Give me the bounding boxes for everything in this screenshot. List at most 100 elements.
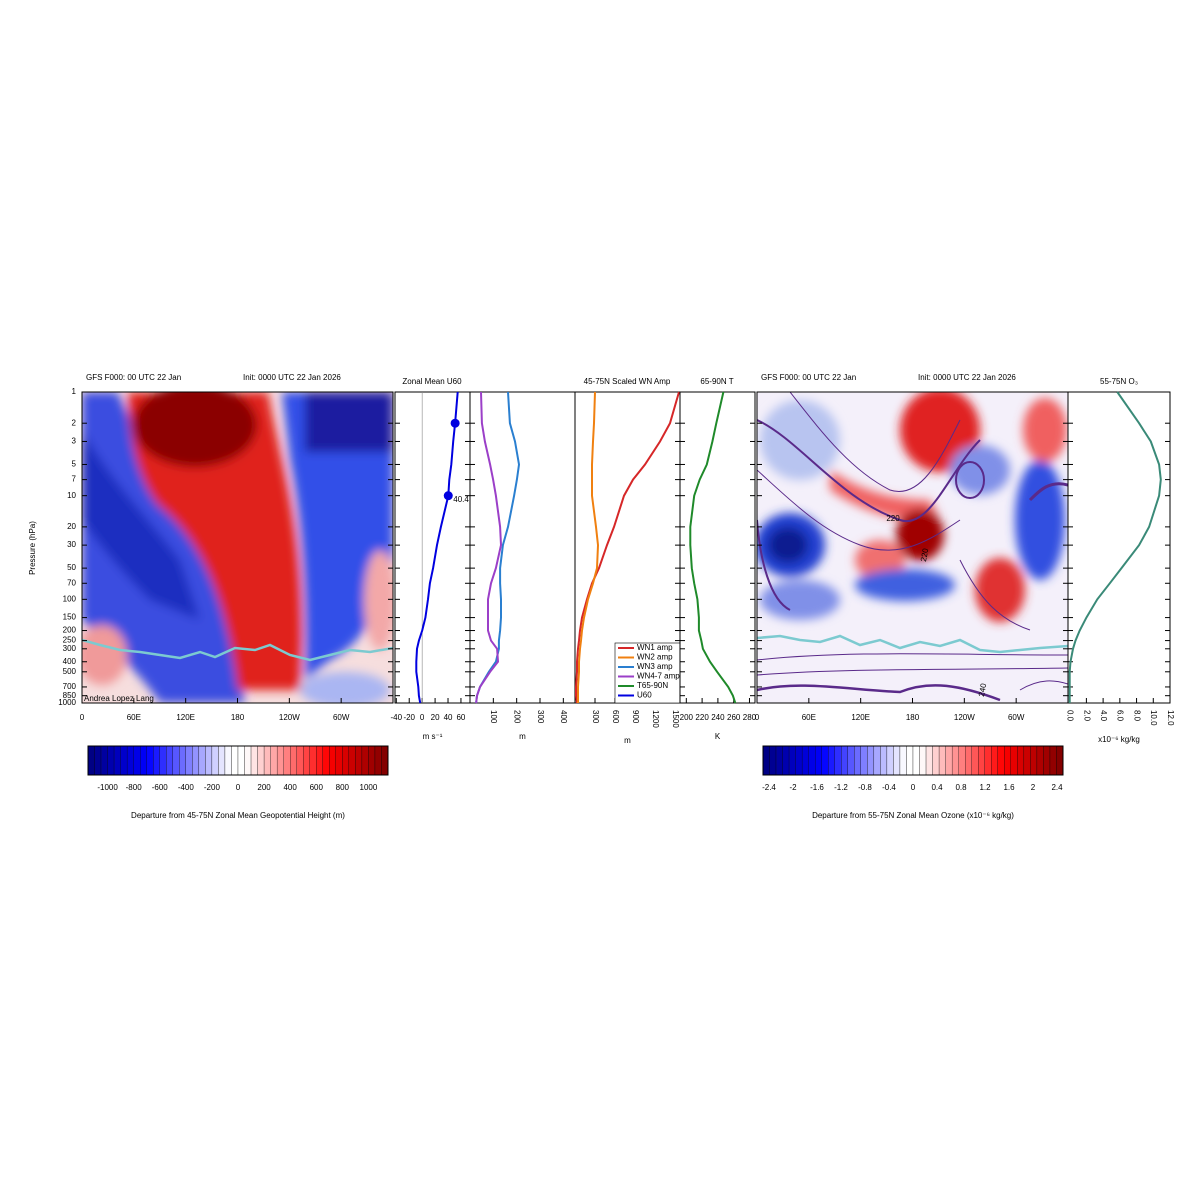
colorbar-tick-label: 0.8: [955, 783, 967, 792]
colorbar-box: [1049, 745, 1057, 776]
colorbar-box: [769, 745, 777, 776]
plot-frame: [394, 391, 471, 704]
legend-label: T65-90N: [637, 681, 668, 690]
x-tick-label: -20: [403, 713, 415, 722]
x-axis-label: m: [624, 736, 631, 745]
x-tick-label: 60E: [802, 713, 816, 722]
colorbar-box: [867, 745, 875, 776]
x-tick-label: 0: [80, 713, 85, 722]
colorbar-box: [348, 745, 356, 776]
contour-label: 220: [919, 547, 930, 562]
colorbar-box: [120, 745, 128, 776]
colorbar-box: [1017, 745, 1025, 776]
colorbar-box: [218, 745, 226, 776]
colorbar-box: [788, 745, 796, 776]
colorbar-box: [335, 745, 343, 776]
colorbar-box: [795, 745, 803, 776]
plots: GFS F000: 00 UTC 22 Jan Init: 0000 UTC 22…: [28, 373, 1175, 820]
colorbar-box: [172, 745, 180, 776]
height-field: [82, 392, 393, 703]
colorbar-box: [899, 745, 907, 776]
colorbar-box: [342, 745, 350, 776]
colorbar-box: [1043, 745, 1051, 776]
plot-title: 65-90N T: [700, 377, 733, 386]
colorbar-tick-label: 400: [283, 783, 297, 792]
x-tick-label: 120W: [954, 713, 975, 722]
colorbar-box: [211, 745, 219, 776]
series-line: [577, 391, 600, 703]
colorbar-box: [906, 745, 914, 776]
colorbar-box: [834, 745, 842, 776]
colorbar-box: [316, 745, 323, 776]
series-line: [475, 391, 503, 704]
colorbar-box: [841, 745, 848, 776]
legend-label: WN1 amp: [637, 643, 673, 652]
y-tick-label: 7: [72, 475, 77, 484]
colorbar-box: [237, 745, 245, 776]
colorbar-box: [224, 745, 232, 776]
x-tick-label: 200: [513, 710, 522, 724]
colorbar-box: [140, 745, 147, 776]
plot-title: 55-75N O₃: [1100, 377, 1138, 386]
colorbar-box: [951, 745, 959, 776]
colorbar-tick-label: -1000: [97, 783, 118, 792]
colorbar-box: [815, 745, 822, 776]
plot-title: GFS F000: 00 UTC 22 Jan: [86, 373, 181, 382]
legend-label: U60: [637, 691, 652, 700]
colorbar-frame: [87, 745, 389, 776]
y-tick-label: 100: [63, 594, 77, 603]
colorbar-tick-label: -200: [204, 783, 221, 792]
colorbar-box: [762, 745, 770, 776]
colorbar-box: [374, 745, 382, 776]
x-tick-label: 120E: [176, 713, 195, 722]
x-tick-label: 180: [231, 713, 245, 722]
series-line: [475, 391, 521, 704]
colorbar-box: [250, 745, 258, 776]
colorbar-tick-label: 0.4: [931, 783, 943, 792]
y-tick-label: 10: [67, 491, 76, 500]
colorbar-tick-label: -800: [126, 783, 143, 792]
legend-label: WN3 amp: [637, 662, 673, 671]
y-tick-label: 3: [72, 437, 77, 446]
colorbar-tick-label: -1.6: [810, 783, 824, 792]
colorbar-box: [847, 745, 855, 776]
colorbar-frame: [762, 745, 1064, 776]
colorbar-box: [381, 745, 389, 776]
y-tick-label: 1: [72, 387, 77, 396]
x-tick-label: 260: [727, 713, 741, 722]
x-axis-label: m s⁻¹: [423, 732, 443, 741]
colorbar-box: [283, 745, 291, 776]
colorbar-box: [978, 745, 985, 776]
colorbar-box: [1056, 745, 1064, 776]
colorbar-box: [775, 745, 783, 776]
x-tick-label: 200: [680, 713, 694, 722]
marker: [443, 491, 453, 501]
x-tick-label: 240: [711, 713, 725, 722]
colorbar-box: [185, 745, 193, 776]
colorbar-box: [270, 745, 278, 776]
x-tick-label: 600: [611, 710, 620, 724]
colorbar-tick-label: 200: [257, 783, 271, 792]
colorbar-box: [932, 745, 940, 776]
colorbar-tick-label: -1.2: [834, 783, 848, 792]
y-tick-label: 70: [67, 578, 76, 587]
plot-subtitle: Init: 0000 UTC 22 Jan 2026: [243, 373, 341, 382]
colorbar-box: [198, 745, 206, 776]
colorbar-box: [828, 745, 835, 776]
colorbar-box: [873, 745, 881, 776]
colorbar-box: [309, 745, 317, 776]
colorbar-box: [1010, 745, 1018, 776]
colorbar-box: [971, 745, 979, 776]
x-tick-label: 6.0: [1116, 710, 1125, 722]
colorbar-box: [997, 745, 1005, 776]
colorbar-tick-label: 0: [911, 783, 916, 792]
colorbar-box: [192, 745, 200, 776]
plot-title: GFS F000: 00 UTC 22 Jan: [761, 373, 856, 382]
colorbar-box: [94, 745, 102, 776]
colorbar-box: [782, 745, 790, 776]
x-tick-label: 300: [591, 710, 600, 724]
colorbar-tick-label: 2: [1031, 783, 1036, 792]
colorbar-box: [361, 745, 369, 776]
x-tick-label: -40: [391, 713, 403, 722]
colorbar-box: [912, 745, 920, 776]
